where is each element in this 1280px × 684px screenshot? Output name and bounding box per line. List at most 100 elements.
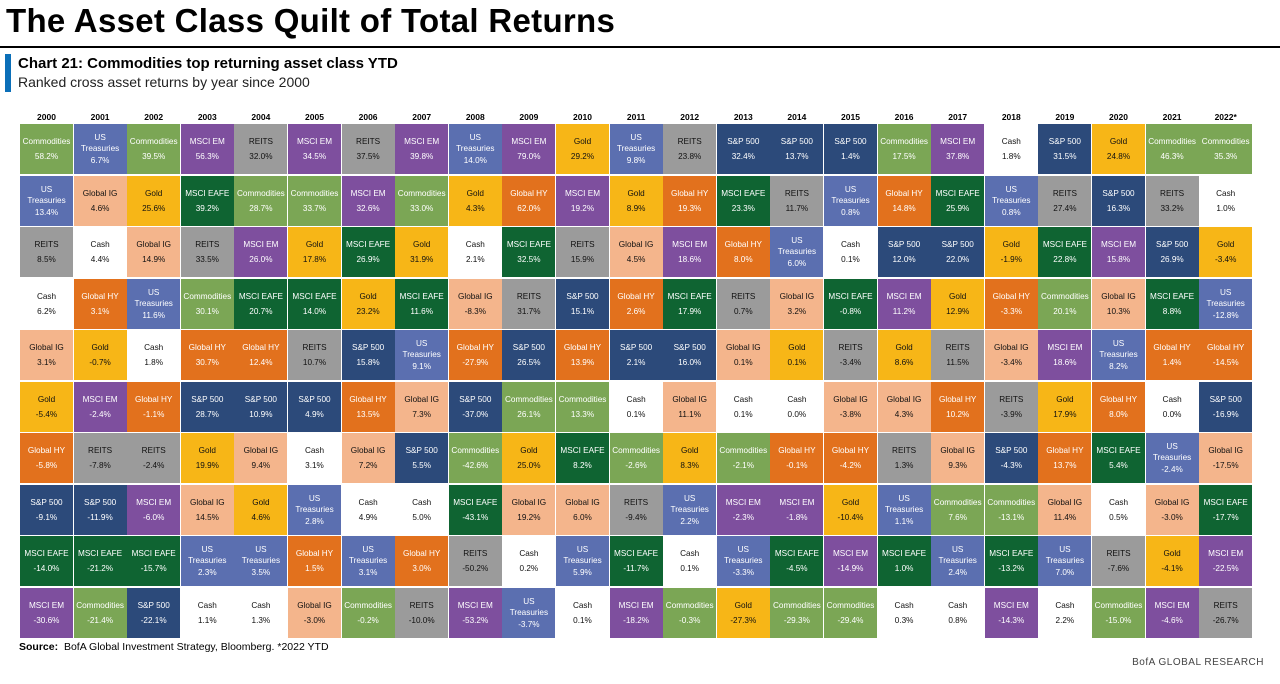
quilt-cell: Global IG 3.2%	[770, 278, 824, 329]
return-value: -9.4%	[625, 512, 647, 522]
source-text: BofA Global Investment Strategy, Bloombe…	[63, 641, 329, 653]
return-value: -4.5%	[786, 564, 808, 573]
quilt-cell: Global HY 1.4%	[1145, 330, 1199, 380]
quilt-cell: Global HY -14.5%	[1199, 330, 1253, 380]
asset-class-label: Global HY	[1046, 446, 1084, 455]
return-value: 9.3%	[948, 461, 968, 470]
return-value: 32.0%	[249, 152, 273, 161]
quilt-cell: US Treasuries -3.7%	[502, 587, 556, 638]
return-value: -7.8%	[89, 461, 111, 470]
quilt-cell: Cash 1.8%	[127, 330, 181, 380]
return-value: 30.7%	[195, 358, 219, 367]
asset-class-label: MSCI EAFE	[1096, 446, 1141, 455]
return-value: -3.4%	[1000, 358, 1022, 367]
quilt-cell: Commodities -2.1%	[716, 433, 770, 483]
asset-class-label: US Treasuries	[1206, 287, 1245, 308]
return-value: 20.7%	[249, 306, 273, 316]
asset-class-label: S&P 500	[888, 240, 921, 249]
quilt-cell: Global IG 11.4%	[1038, 484, 1092, 535]
return-value: 15.8%	[356, 358, 380, 367]
asset-class-label: Commodities	[558, 394, 607, 404]
return-value: 5.5%	[412, 461, 432, 470]
asset-class-label: US Treasuries	[348, 545, 388, 565]
asset-class-label: MSCI EAFE	[882, 549, 927, 558]
asset-class-label: Global IG	[833, 394, 868, 404]
return-value: 13.5%	[356, 409, 380, 419]
return-value: 23.3%	[731, 203, 755, 213]
return-value: -3.7%	[518, 619, 540, 629]
return-value: 26.5%	[517, 358, 541, 367]
asset-class-label: Global HY	[885, 188, 923, 198]
return-value: 0.1%	[733, 358, 753, 367]
return-value: 32.4%	[731, 152, 755, 161]
asset-class-label: Global IG	[458, 291, 493, 301]
return-value: 31.7%	[517, 306, 541, 316]
asset-class-label: Gold	[520, 446, 538, 455]
asset-class-label: Cash	[412, 497, 432, 507]
return-value: 26.0%	[249, 255, 273, 264]
quilt-cell: Global IG 14.9%	[127, 227, 181, 277]
return-value: 0.1%	[680, 564, 700, 573]
asset-class-label: Commodities	[344, 600, 392, 610]
asset-class-label: REITS	[784, 188, 809, 198]
quilt-cell: MSCI EAFE -13.2%	[984, 536, 1038, 586]
quilt-cell: MSCI EAFE 8.2%	[556, 433, 609, 483]
quilt-cell: Global IG -8.3%	[448, 278, 502, 329]
quilt-cell: REITS -7.6%	[1092, 536, 1145, 586]
asset-class-label: US Treasuries	[134, 287, 173, 308]
return-value: 8.2%	[573, 461, 592, 470]
asset-class-label: S&P 500	[834, 137, 867, 146]
quilt-cell: S&P 500 -9.1%	[20, 484, 73, 535]
asset-class-label: Cash	[787, 394, 807, 404]
asset-class-label: US Treasuries	[188, 545, 227, 565]
asset-class-label: S&P 500	[620, 343, 653, 352]
year-label: 2019	[1055, 112, 1075, 122]
return-value: -12.8%	[1212, 310, 1239, 320]
asset-class-label: Gold	[145, 188, 163, 198]
return-value: 11.5%	[946, 358, 969, 367]
asset-class-label: REITS	[195, 240, 220, 249]
return-value: -26.7%	[1212, 615, 1239, 625]
asset-class-label: S&P 500	[1048, 137, 1081, 146]
quilt-cell: MSCI EAFE 17.9%	[663, 278, 717, 329]
return-value: 17.5%	[892, 152, 916, 161]
asset-class-label: S&P 500	[137, 600, 170, 610]
asset-class-label: US Treasuries	[831, 184, 870, 205]
quilt-cell: Cash 0.1%	[609, 381, 663, 432]
quilt-cell: US Treasuries -2.4%	[1145, 433, 1199, 483]
quilt-cell: S&P 500 10.9%	[234, 381, 288, 432]
quilt-cell: MSCI EM -22.5%	[1199, 536, 1253, 586]
asset-class-label: MSCI EM	[136, 497, 172, 507]
quilt-cell: REITS -7.8%	[73, 433, 127, 483]
year-label: 2015	[841, 112, 860, 122]
quilt-cell: MSCI EM -6.0%	[127, 484, 181, 535]
quilt-cell: US Treasuries -3.3%	[716, 536, 770, 586]
quilt-cell: REITS 23.8%	[663, 124, 717, 174]
quilt-cell: Commodities 39.5%	[127, 124, 181, 174]
return-value: 6.0%	[787, 259, 807, 268]
asset-class-label: MSCI EM	[1100, 240, 1137, 249]
quilt-cell: Cash 2.2%	[1038, 587, 1092, 638]
asset-class-label: S&P 500	[995, 446, 1028, 455]
year-label: 2008	[465, 112, 485, 122]
quilt-cell: US Treasuries 2.4%	[931, 536, 985, 586]
return-value: 26.1%	[517, 409, 541, 419]
return-value: -15.0%	[1105, 615, 1132, 625]
asset-class-label: MSCI EM	[993, 600, 1029, 610]
asset-class-label: Gold	[1056, 394, 1074, 404]
return-value: 0.8%	[1001, 207, 1021, 217]
asset-class-label: REITS	[302, 343, 327, 352]
asset-class-label: MSCI EM	[618, 600, 654, 610]
quilt-cell: MSCI EM 18.6%	[663, 227, 717, 277]
return-value: 0.3%	[894, 615, 914, 625]
quilt-cell: S&P 500 32.4%	[716, 124, 770, 174]
asset-class-label: S&P 500	[191, 394, 224, 404]
asset-class-label: Global HY	[188, 343, 226, 352]
quilt-cell: S&P 500 13.7%	[770, 124, 824, 174]
asset-class-label: US Treasuries	[456, 133, 495, 153]
return-value: 0.1%	[626, 409, 646, 419]
return-value: 13.7%	[785, 152, 809, 161]
return-value: 2.4%	[948, 568, 968, 577]
quilt-cell: MSCI EM 18.6%	[1038, 330, 1092, 380]
